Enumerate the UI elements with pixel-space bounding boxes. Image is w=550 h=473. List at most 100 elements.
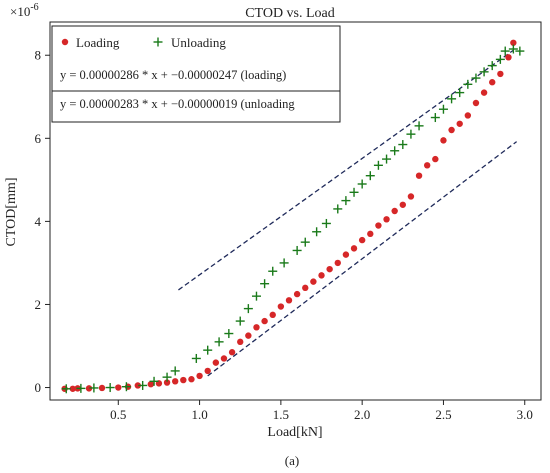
- figure-caption: (a): [285, 453, 299, 468]
- unloading-point: [357, 179, 367, 189]
- legend-marker-unloading: [153, 37, 163, 47]
- x-axis-ticks: 0.5 1.0 1.5 2.0 2.5 3.0: [110, 400, 533, 422]
- loading-point: [510, 39, 517, 46]
- unloading-point: [414, 121, 424, 131]
- y-axis-ticks: 0 2 4 6 8: [35, 48, 50, 395]
- unloading-point: [191, 353, 201, 363]
- loading-point: [220, 355, 228, 362]
- loading-point: [326, 265, 333, 273]
- legend-marker-loading: [61, 38, 69, 46]
- series-loading: [61, 39, 517, 392]
- unloading-point: [61, 384, 71, 394]
- loading-point: [472, 99, 480, 107]
- unloading-point: [455, 88, 465, 98]
- loading-point: [147, 381, 155, 388]
- loading-point: [505, 54, 512, 61]
- unloading-point: [279, 258, 289, 268]
- loading-point: [163, 379, 171, 386]
- loading-point: [261, 317, 268, 325]
- loading-point: [464, 112, 472, 119]
- x-tick-label: 1.0: [191, 407, 207, 422]
- unloading-point: [373, 160, 383, 170]
- unloading-point: [447, 94, 457, 104]
- plot-area-frame: [49, 21, 542, 401]
- loading-point: [367, 230, 374, 238]
- loading-point: [334, 259, 341, 267]
- loading-point: [115, 384, 122, 391]
- y-tick-label: 2: [35, 297, 42, 312]
- unloading-point: [162, 372, 172, 382]
- loading-point: [456, 120, 463, 127]
- equation-loading: y = 0.00000286 * x + −0.00000247 (loadin…: [60, 68, 286, 82]
- unloading-point: [365, 171, 375, 181]
- loading-point: [375, 222, 382, 229]
- loading-point: [134, 382, 141, 389]
- unloading-point: [487, 61, 497, 71]
- fit-line: [178, 49, 514, 291]
- fit-line: [207, 141, 518, 377]
- legend-box: [51, 25, 341, 123]
- loading-point: [180, 376, 187, 384]
- loading-point: [171, 378, 179, 385]
- loading-point: [480, 89, 488, 96]
- y-multiplier-exponent: -6: [30, 2, 38, 13]
- fit-lines: [178, 49, 518, 377]
- unloading-point: [390, 146, 400, 156]
- unloading-point: [260, 279, 270, 289]
- unloading-point: [138, 380, 148, 390]
- loading-point: [253, 324, 260, 331]
- unloading-point: [463, 79, 473, 89]
- unloading-point: [321, 218, 331, 228]
- unloading-point: [515, 46, 525, 56]
- unloading-point: [508, 44, 518, 54]
- x-tick-label: 3.0: [517, 407, 533, 422]
- unloading-point: [479, 67, 489, 77]
- legend-label-unloading: Unloading: [171, 35, 226, 50]
- y-tick-label: 6: [35, 131, 42, 146]
- loading-point: [196, 372, 203, 380]
- y-axis-label: CTOD[mm]: [4, 178, 19, 247]
- loading-point: [391, 207, 398, 215]
- unloading-point: [292, 245, 302, 255]
- unloading-point: [203, 345, 213, 355]
- loading-point: [423, 162, 431, 169]
- unloading-point: [349, 187, 359, 197]
- equation-unloading: y = 0.00000283 * x + −0.00000019 (unload…: [60, 97, 295, 111]
- unloading-point: [300, 237, 310, 247]
- unloading-point: [105, 383, 115, 393]
- unloading-point: [430, 113, 440, 123]
- unloading-point: [235, 316, 245, 326]
- legend-label-loading: Loading: [76, 35, 120, 50]
- y-tick-label: 0: [35, 380, 42, 395]
- loading-point: [358, 236, 366, 244]
- chart-title: CTOD vs. Load: [245, 6, 335, 21]
- x-tick-label: 1.5: [273, 407, 289, 422]
- x-tick-label: 2.5: [435, 407, 451, 422]
- unloading-point: [500, 46, 510, 56]
- loading-point: [350, 245, 358, 252]
- unloading-point: [224, 329, 234, 339]
- legend: Loading Unloading y = 0.00000286 * x + −…: [51, 25, 341, 123]
- unloading-point: [170, 366, 180, 376]
- loading-point: [399, 201, 407, 208]
- unloading-point: [398, 140, 408, 150]
- y-axis-multiplier: ×10-6: [10, 2, 39, 19]
- loading-point: [188, 376, 195, 383]
- unloading-point: [341, 196, 351, 206]
- y-tick-label: 8: [35, 48, 42, 63]
- unloading-point: [214, 337, 224, 347]
- loading-point: [407, 193, 415, 200]
- series-unloading: [61, 44, 525, 394]
- x-tick-label: 0.5: [110, 407, 126, 422]
- y-multiplier-base: ×10: [10, 4, 30, 19]
- loading-point: [318, 272, 325, 279]
- loading-point: [432, 155, 439, 163]
- loading-point: [277, 303, 285, 310]
- loading-point: [85, 385, 93, 392]
- unloading-point: [251, 291, 261, 301]
- loading-point: [98, 384, 106, 392]
- unloading-point: [121, 382, 131, 392]
- unloading-point: [312, 227, 322, 237]
- unloading-point: [268, 266, 278, 276]
- loading-point: [415, 172, 423, 179]
